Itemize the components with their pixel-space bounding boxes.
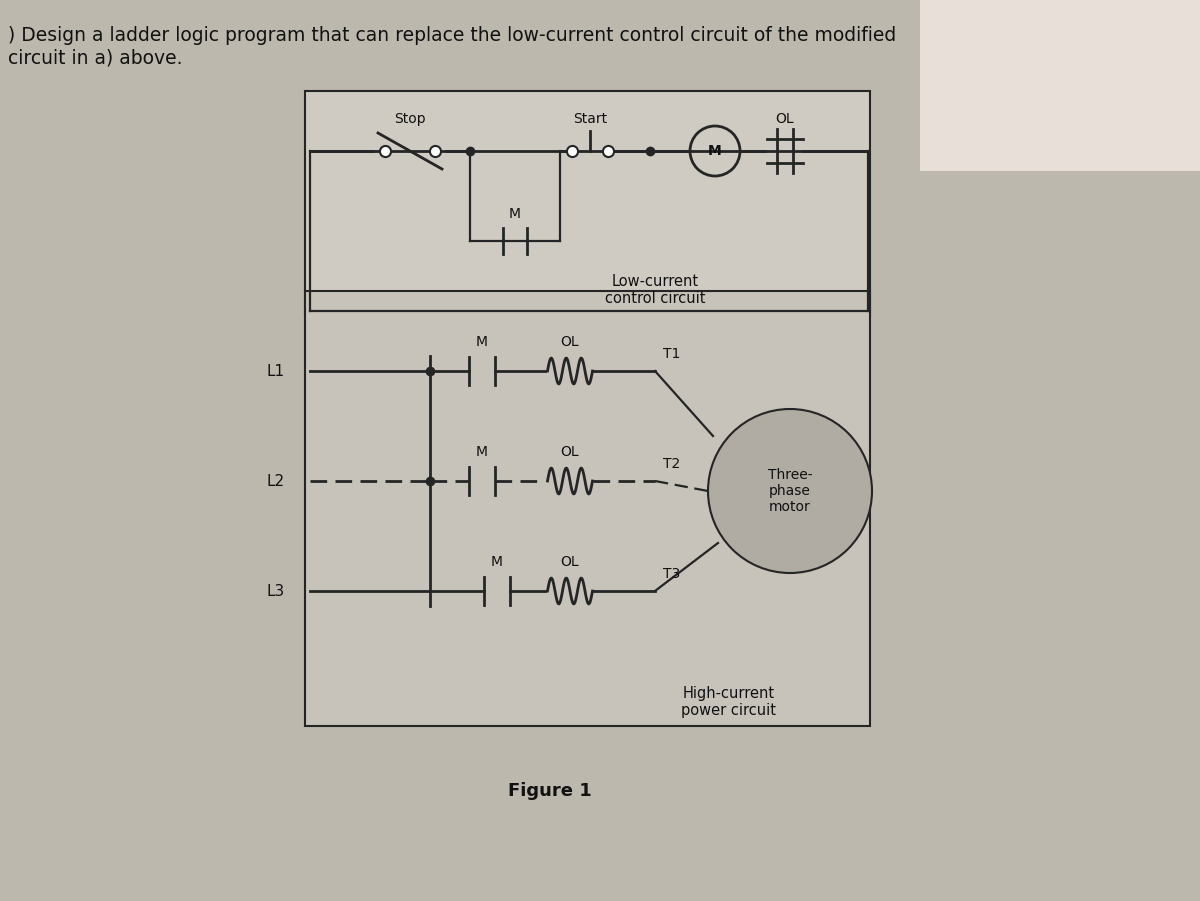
Text: OL: OL — [560, 335, 580, 349]
Text: High-current
power circuit: High-current power circuit — [682, 686, 776, 718]
Text: OL: OL — [560, 445, 580, 459]
Text: Stop: Stop — [394, 112, 426, 126]
Text: M: M — [509, 207, 521, 221]
Text: L2: L2 — [266, 474, 286, 488]
Bar — [920, 0, 1200, 171]
Bar — [305, 91, 870, 316]
Text: T3: T3 — [662, 567, 680, 581]
Text: Low-current
control circuit: Low-current control circuit — [605, 274, 706, 306]
Text: T1: T1 — [662, 347, 680, 361]
Text: M: M — [491, 555, 503, 569]
Text: T2: T2 — [662, 457, 680, 471]
Text: Start: Start — [572, 112, 607, 126]
Text: L1: L1 — [266, 363, 286, 378]
Text: L3: L3 — [266, 584, 286, 598]
Text: OL: OL — [560, 555, 580, 569]
Text: ) Design a ladder logic program that can replace the low-current control circuit: ) Design a ladder logic program that can… — [8, 26, 896, 67]
Text: M: M — [476, 445, 488, 459]
Text: M: M — [476, 335, 488, 349]
Text: Figure 1: Figure 1 — [508, 782, 592, 800]
Circle shape — [708, 409, 872, 573]
Text: Three-
phase
motor: Three- phase motor — [768, 468, 812, 514]
Text: OL: OL — [775, 112, 794, 126]
Text: M: M — [708, 144, 722, 158]
Bar — [305, 291, 870, 726]
